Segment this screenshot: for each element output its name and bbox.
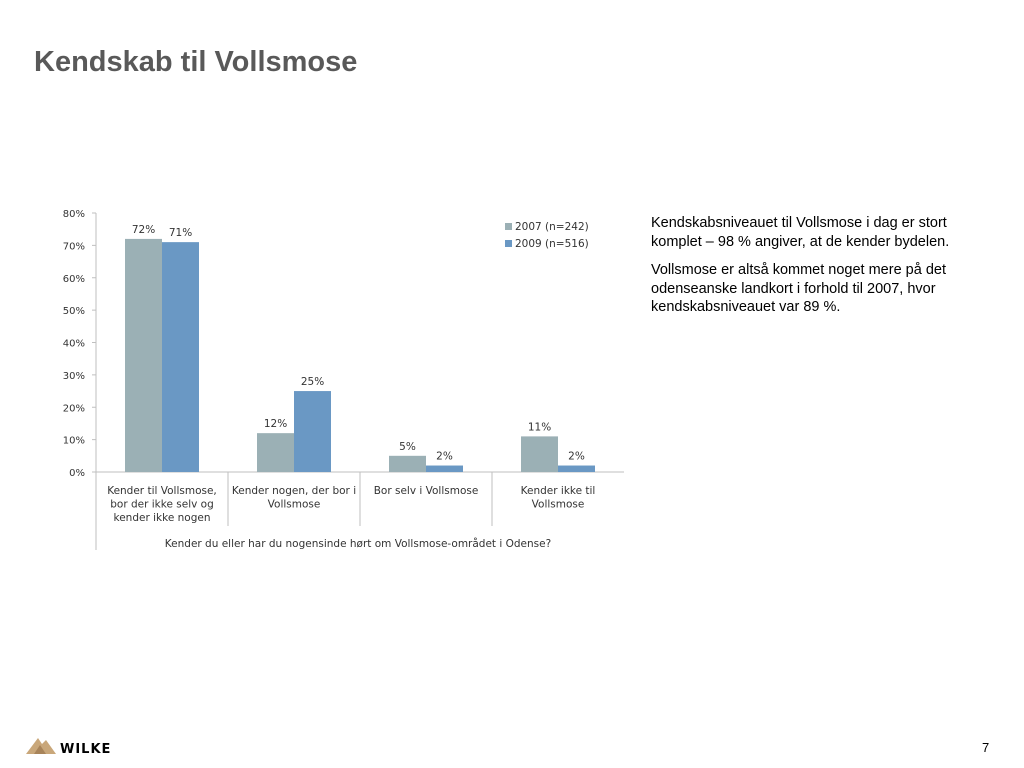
legend-swatch [505, 223, 512, 230]
slide-title: Kendskab til Vollsmose [34, 46, 358, 78]
y-tick-label: 30% [63, 371, 85, 382]
category-label: Bor selv i Vollsmose [374, 485, 479, 497]
data-label: 71% [169, 227, 192, 239]
category-label: bor der ikke selv og [110, 499, 214, 511]
legend-swatch [505, 240, 512, 247]
y-tick-label: 10% [63, 436, 85, 447]
y-tick-label: 50% [63, 306, 85, 317]
bar-2007 [521, 436, 558, 472]
bar-2009 [426, 465, 463, 472]
commentary-paragraph-2: Vollsmose er altså kommet noget mere på … [651, 262, 946, 315]
wilke-logo: WILKE [26, 738, 111, 756]
data-label: 5% [399, 441, 416, 453]
logo-wordmark: WILKE [60, 742, 111, 756]
data-label: 72% [132, 224, 155, 236]
category-label: Vollsmose [532, 499, 585, 511]
bar-2007 [389, 455, 426, 472]
page-number: 7 [982, 740, 990, 755]
category-label: Vollsmose [268, 499, 321, 511]
category-label: Kender nogen, der bor i [232, 485, 356, 497]
legend-label: 2009 (n=516) [515, 238, 589, 250]
category-label: Kender til Vollsmose, [107, 485, 217, 497]
bar-2009 [558, 465, 595, 472]
y-tick-label: 60% [63, 274, 85, 285]
x-axis-title: Kender du eller har du nogensinde hørt o… [165, 537, 551, 550]
commentary-paragraph-1: Kendskabsniveauet til Vollsmose i dag er… [651, 215, 950, 250]
y-tick-label: 40% [63, 339, 85, 350]
legend-label: 2007 (n=242) [515, 221, 589, 233]
bar-2009 [162, 242, 199, 472]
data-label: 2% [568, 451, 585, 463]
category-label: kender ikke nogen [114, 512, 211, 524]
y-tick-label: 80% [63, 209, 85, 220]
data-label: 11% [528, 421, 551, 433]
data-label: 25% [301, 376, 324, 388]
y-tick-label: 20% [63, 403, 85, 414]
data-label: 12% [264, 418, 287, 430]
bar-2009 [294, 391, 331, 472]
category-label: Kender ikke til [521, 485, 596, 497]
y-tick-label: 70% [63, 241, 85, 252]
y-tick-label: 0% [69, 468, 85, 479]
bar-2007 [257, 433, 294, 472]
commentary-text: Kendskabsniveauet til Vollsmose i dag er… [651, 214, 981, 327]
bar-2007 [125, 238, 162, 472]
data-label: 2% [436, 451, 453, 463]
